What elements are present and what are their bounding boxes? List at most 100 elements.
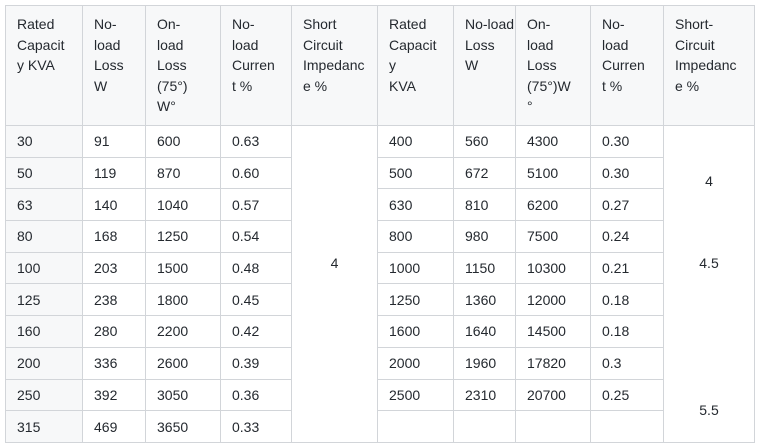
value-cell: 1360 [453, 283, 516, 317]
capacity-cell: 2500 [377, 378, 454, 412]
value-cell: 280 [82, 315, 146, 348]
table-row: 100 203 1500 0.48 1000 1150 10300 0.21 [5, 251, 755, 285]
impedance-value: 4.5 [699, 255, 719, 272]
value-cell: 0.33 [220, 410, 292, 443]
value-cell: 1800 [145, 283, 221, 317]
impedance-cell-left: 4 [291, 125, 378, 443]
value-cell: 0.63 [220, 125, 292, 158]
value-cell: 168 [82, 220, 146, 253]
value-cell: 7500 [515, 220, 591, 253]
capacity-cell [377, 410, 454, 443]
impedance-value: 4 [330, 255, 339, 272]
capacity-cell: 1600 [377, 315, 454, 348]
value-cell: 0.30 [590, 125, 664, 158]
value-cell: 1040 [145, 188, 221, 222]
value-cell: 810 [453, 188, 516, 222]
capacity-cell: 500 [377, 156, 454, 190]
value-cell: 0.24 [590, 220, 664, 253]
value-cell [590, 410, 664, 443]
value-cell: 0.54 [220, 220, 292, 253]
value-cell: 0.45 [220, 283, 292, 317]
capacity-cell: 2000 [377, 346, 454, 380]
capacity-cell: 30 [5, 125, 83, 158]
value-cell: 0.57 [220, 188, 292, 222]
capacity-cell: 1000 [377, 251, 454, 285]
header-row: Rated Capacit y KVA No- load Loss W On- … [5, 5, 755, 126]
impedance-value: 5.5 [699, 401, 719, 418]
value-cell: 392 [82, 378, 146, 412]
value-cell: 5100 [515, 156, 591, 190]
value-cell: 1640 [453, 315, 516, 348]
table-row: 160 280 2200 0.42 1600 1640 14500 0.18 [5, 315, 755, 348]
value-cell [453, 410, 516, 443]
value-cell: 1960 [453, 346, 516, 380]
capacity-cell: 1250 [377, 283, 454, 317]
value-cell: 0.27 [590, 188, 664, 222]
value-cell: 0.3 [590, 346, 664, 380]
header-on-load-loss-left: On- load Loss (75°) W° [145, 5, 221, 126]
value-cell: 0.39 [220, 346, 292, 380]
value-cell: 12000 [515, 283, 591, 317]
value-cell: 3050 [145, 378, 221, 412]
header-on-load-loss-right: On- load Loss (75°)W ° [515, 5, 591, 126]
capacity-cell: 125 [5, 283, 83, 317]
capacity-cell: 100 [5, 251, 83, 285]
value-cell: 0.18 [590, 283, 664, 317]
header-no-load-loss-right: No-load Loss W [453, 5, 516, 126]
header-rated-capacity-right: Rated Capacit y KVA [377, 5, 454, 126]
value-cell: 2310 [453, 378, 516, 412]
table-row: 80 168 1250 0.54 800 980 7500 0.24 [5, 220, 755, 253]
table-row: 50 119 870 0.60 500 672 5100 0.30 [5, 156, 755, 190]
capacity-cell: 400 [377, 125, 454, 158]
value-cell: 870 [145, 156, 221, 190]
capacity-cell: 800 [377, 220, 454, 253]
value-cell: 1250 [145, 220, 221, 253]
table-row: 125 238 1800 0.45 1250 1360 12000 0.18 [5, 283, 755, 317]
table-row: 63 140 1040 0.57 630 810 6200 0.27 [5, 188, 755, 222]
value-cell: 336 [82, 346, 146, 380]
table-row: 315 469 3650 0.33 [5, 410, 755, 443]
transformer-spec-table: Rated Capacit y KVA No- load Loss W On- … [5, 5, 755, 443]
value-cell: 0.42 [220, 315, 292, 348]
capacity-cell: 315 [5, 410, 83, 443]
capacity-cell: 630 [377, 188, 454, 222]
header-short-circuit-impedance-left: Short Circuit Impedanc e % [291, 5, 378, 126]
header-no-load-current-right: No- load Curren t % [590, 5, 664, 126]
value-cell: 0.48 [220, 251, 292, 285]
value-cell: 0.60 [220, 156, 292, 190]
value-cell: 980 [453, 220, 516, 253]
value-cell: 1500 [145, 251, 221, 285]
value-cell: 203 [82, 251, 146, 285]
value-cell: 4300 [515, 125, 591, 158]
value-cell: 600 [145, 125, 221, 158]
value-cell: 3650 [145, 410, 221, 443]
header-short-circuit-impedance-right: Short- Circuit Impedanc e % [663, 5, 755, 126]
value-cell: 2200 [145, 315, 221, 348]
capacity-cell: 250 [5, 378, 83, 412]
impedance-value: 4 [705, 172, 713, 189]
value-cell: 0.25 [590, 378, 664, 412]
header-rated-capacity-left: Rated Capacit y KVA [5, 5, 83, 126]
table-row: 200 336 2600 0.39 2000 1960 17820 0.3 [5, 346, 755, 380]
value-cell [515, 410, 591, 443]
value-cell: 91 [82, 125, 146, 158]
value-cell: 17820 [515, 346, 591, 380]
value-cell: 0.21 [590, 251, 664, 285]
capacity-cell: 50 [5, 156, 83, 190]
value-cell: 140 [82, 188, 146, 222]
table-row: 250 392 3050 0.36 2500 2310 20700 0.25 [5, 378, 755, 412]
value-cell: 119 [82, 156, 146, 190]
value-cell: 10300 [515, 251, 591, 285]
value-cell: 469 [82, 410, 146, 443]
header-no-load-current-left: No- load Curren t % [220, 5, 292, 126]
value-cell: 14500 [515, 315, 591, 348]
table-row: 30 91 600 0.63 4 400 560 4300 0.30 4 4.5… [5, 125, 755, 443]
value-cell: 6200 [515, 188, 591, 222]
value-cell: 20700 [515, 378, 591, 412]
header-no-load-loss-left: No- load Loss W [82, 5, 146, 126]
value-cell: 238 [82, 283, 146, 317]
value-cell: 560 [453, 125, 516, 158]
capacity-cell: 160 [5, 315, 83, 348]
value-cell: 1150 [453, 251, 516, 285]
value-cell: 2600 [145, 346, 221, 380]
